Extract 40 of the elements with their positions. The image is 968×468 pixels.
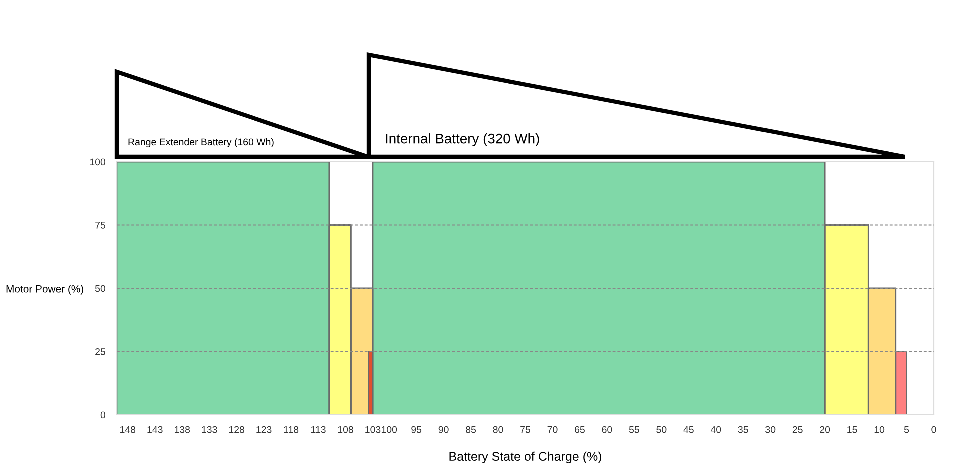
x-tick-label: 143 xyxy=(148,426,163,434)
x-tick-label: 75 xyxy=(520,426,530,434)
x-axis-title: Battery State of Charge (%) xyxy=(450,452,602,464)
x-tick-label: 138 xyxy=(174,426,190,434)
x-tick-label: 10 xyxy=(874,426,885,434)
x-tick-label: 103 xyxy=(366,426,381,434)
x-tick-label: 65 xyxy=(575,426,585,434)
y-tick-label: 25 xyxy=(96,348,106,356)
y-axis-title: Motor Power (%) xyxy=(6,285,84,295)
text: Internal Battery (320 Wh) xyxy=(386,134,540,146)
x-tick-label: 40 xyxy=(710,426,722,434)
y-tick-label: 50 xyxy=(95,285,106,292)
x-tick-label: 123 xyxy=(256,426,272,434)
x-tick-label: 50 xyxy=(656,426,667,434)
x-tick-label: 30 xyxy=(766,426,776,434)
x-tick-label: 95 xyxy=(412,426,422,434)
x-tick-label: 128 xyxy=(229,426,245,434)
x-tick-label: 90 xyxy=(438,426,449,434)
text: Range Extender Battery (160 Wh) xyxy=(128,138,274,148)
x-tick-label: 148 xyxy=(120,426,136,434)
x-tick-label: 15 xyxy=(848,426,858,434)
x-tick-label: 108 xyxy=(338,426,354,434)
x-tick-label: 118 xyxy=(284,426,299,434)
x-tick-label: 113 xyxy=(312,426,326,434)
x-tick-label: 20 xyxy=(820,426,830,434)
x-tick-label: 45 xyxy=(684,426,694,434)
x-tick-label: 60 xyxy=(602,426,612,434)
y-tick-label: 75 xyxy=(96,222,106,229)
x-tick-label: 0 xyxy=(932,426,936,434)
x-tick-label: 25 xyxy=(792,426,803,434)
x-tick-label: 133 xyxy=(202,426,218,434)
x-tick-label: 85 xyxy=(466,426,476,434)
x-tick-label: 55 xyxy=(629,426,640,434)
x-tick-label: 35 xyxy=(738,426,748,434)
x-tick-label: 100 xyxy=(382,426,398,434)
y-tick-label: 100 xyxy=(90,158,106,166)
y-tick-label: 0 xyxy=(100,412,106,419)
x-tick-label: 5 xyxy=(904,426,910,434)
x-tick-label: 80 xyxy=(493,426,504,434)
x-tick-label: 70 xyxy=(548,426,558,434)
